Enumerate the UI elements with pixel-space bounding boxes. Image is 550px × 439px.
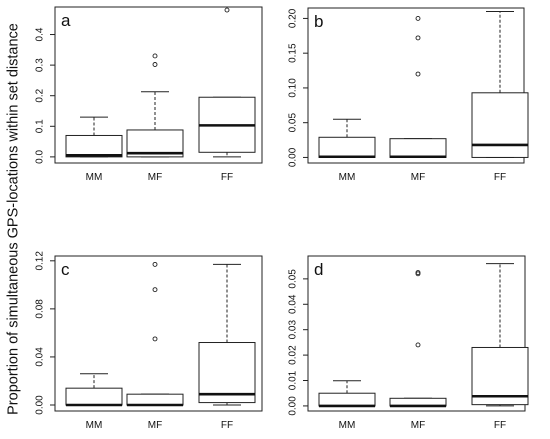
x-tick-label: MM — [339, 172, 356, 183]
y-tick-label: 0.08 — [35, 299, 46, 319]
y-tick-label: 0.20 — [288, 8, 299, 28]
y-tick-label: 0.00 — [288, 396, 299, 416]
x-tick-label: MF — [148, 172, 162, 183]
panel-b: b 0.00 0.05 0.10 0.15 0.20 MM MF FF — [288, 7, 529, 183]
box-body — [389, 138, 447, 158]
panel-label: c — [61, 260, 70, 279]
x-tick-label: FF — [221, 420, 233, 431]
box-FF — [471, 10, 529, 158]
outlier-point — [415, 342, 421, 348]
x-tick-label: MM — [339, 420, 356, 431]
plot-frame — [307, 255, 526, 412]
plot-frame — [54, 6, 263, 164]
x-tick-label: MF — [411, 420, 425, 431]
box-body — [126, 393, 184, 406]
outlier-point — [415, 15, 421, 21]
outlier-point — [224, 7, 230, 13]
box-MM — [318, 380, 376, 408]
y-tick-label: 0.3 — [35, 58, 46, 72]
outlier-point — [152, 53, 158, 59]
box-MM — [65, 373, 123, 407]
x-tick-label: FF — [494, 172, 506, 183]
outlier-point — [152, 287, 158, 293]
plot-frame — [54, 255, 263, 412]
box-MF — [126, 53, 184, 158]
box-body — [65, 387, 123, 406]
panel-label: d — [314, 260, 323, 279]
panel-label: b — [314, 12, 323, 31]
outlier-point — [152, 336, 158, 342]
outlier-point — [152, 62, 158, 67]
y-tick-label: 0.4 — [35, 27, 46, 41]
box-body — [65, 134, 123, 158]
y-tick-label: 0.02 — [288, 345, 299, 365]
y-tick-label: 0.10 — [288, 78, 299, 98]
panel-c: c 0.00 0.04 0.08 0.12 MM MF FF — [35, 251, 263, 431]
x-tick-label: FF — [221, 172, 233, 183]
y-tick-label: 0.00 — [35, 395, 46, 415]
y-tick-label: 0.2 — [35, 88, 46, 102]
panel-d: d 0.00 0.01 0.02 0.03 0.04 0.05 MM MF FF — [288, 255, 529, 431]
box-MM — [65, 116, 123, 158]
outlier-point — [415, 71, 421, 77]
y-tick-label: 0.04 — [288, 294, 299, 314]
box-FF — [198, 7, 256, 158]
y-tick-label: 0.03 — [288, 320, 299, 340]
box-MF — [389, 15, 447, 159]
y-tick-label: 0.05 — [288, 269, 299, 289]
y-tick-label: 0.05 — [288, 113, 299, 133]
y-tick-label: 0.00 — [288, 147, 299, 167]
panel-a: a 0.0 0.1 0.2 0.3 0.4 MM MF FF — [35, 6, 263, 183]
box-MM — [318, 118, 376, 159]
y-tick-label: 0.0 — [35, 149, 46, 163]
box-FF — [471, 263, 529, 407]
y-tick-label: 0.01 — [288, 370, 299, 390]
y-tick-label: 0.1 — [35, 119, 46, 133]
plot-frame — [307, 7, 525, 164]
y-tick-label: 0.04 — [35, 347, 46, 367]
x-tick-label: FF — [494, 420, 506, 431]
x-tick-label: MF — [148, 420, 162, 431]
x-tick-label: MM — [86, 420, 103, 431]
outlier-point — [415, 270, 421, 275]
y-tick-label: 0.12 — [35, 251, 46, 271]
outlier-point — [152, 261, 158, 267]
x-tick-label: MM — [86, 172, 103, 183]
box-MF — [126, 261, 184, 407]
box-body — [198, 342, 256, 404]
outlier-point — [415, 35, 421, 41]
panel-label: a — [61, 11, 71, 30]
box-body — [471, 92, 529, 158]
box-body — [318, 392, 376, 407]
box-body — [318, 136, 376, 158]
box-FF — [198, 263, 256, 406]
y-tick-label: 0.15 — [288, 43, 299, 63]
box-MF — [389, 270, 447, 408]
x-tick-label: MF — [411, 172, 425, 183]
